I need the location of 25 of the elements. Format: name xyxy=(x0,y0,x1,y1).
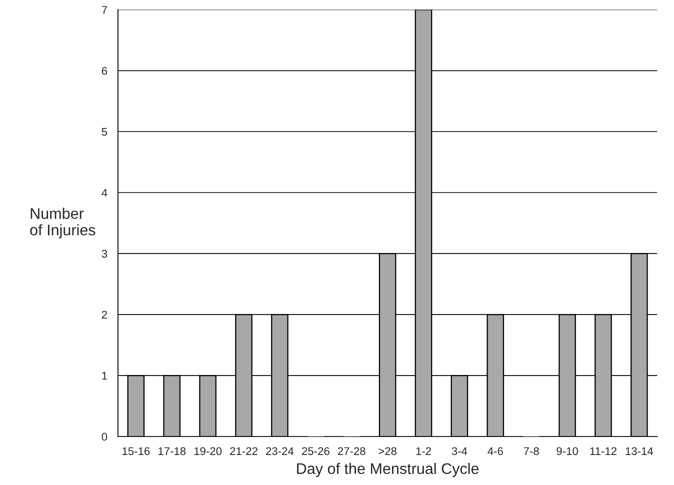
y-tick-label: 3 xyxy=(102,250,108,258)
x-tick-label: 15-16 xyxy=(122,447,150,456)
y-axis-title: Number of Injuries xyxy=(30,208,96,238)
x-tick-label: 11-12 xyxy=(590,447,616,455)
y-tick-label: 6 xyxy=(102,66,108,75)
x-tick-label: 13-14 xyxy=(626,447,654,456)
x-tick-label: 3-4 xyxy=(452,447,468,456)
x-tick-label: 27-28 xyxy=(338,447,366,456)
y-tick-label: 4 xyxy=(102,188,108,197)
y-tick-label: 2 xyxy=(102,310,107,319)
x-tick-label: 9-10 xyxy=(556,447,578,456)
x-tick-label: >28 xyxy=(378,447,396,456)
x-tick-label: 19-20 xyxy=(194,447,222,456)
x-tick-label: 17-18 xyxy=(158,447,186,456)
x-tick-label: 23-24 xyxy=(266,447,294,456)
x-tick-label: 7-8 xyxy=(524,447,539,456)
y-tick-label: 7 xyxy=(102,6,107,14)
x-tick-label: 21-22 xyxy=(230,447,258,455)
y-tick-label: 1 xyxy=(102,372,107,380)
x-tick-label: 25-26 xyxy=(302,447,330,456)
y-tick-label: 0 xyxy=(102,432,108,441)
x-tick-label: 1-2 xyxy=(416,447,431,455)
y-tick-label: 5 xyxy=(102,128,108,136)
x-tick-label: 4-6 xyxy=(488,447,503,456)
x-axis-title: Day of the Menstrual Cycle xyxy=(297,462,479,478)
